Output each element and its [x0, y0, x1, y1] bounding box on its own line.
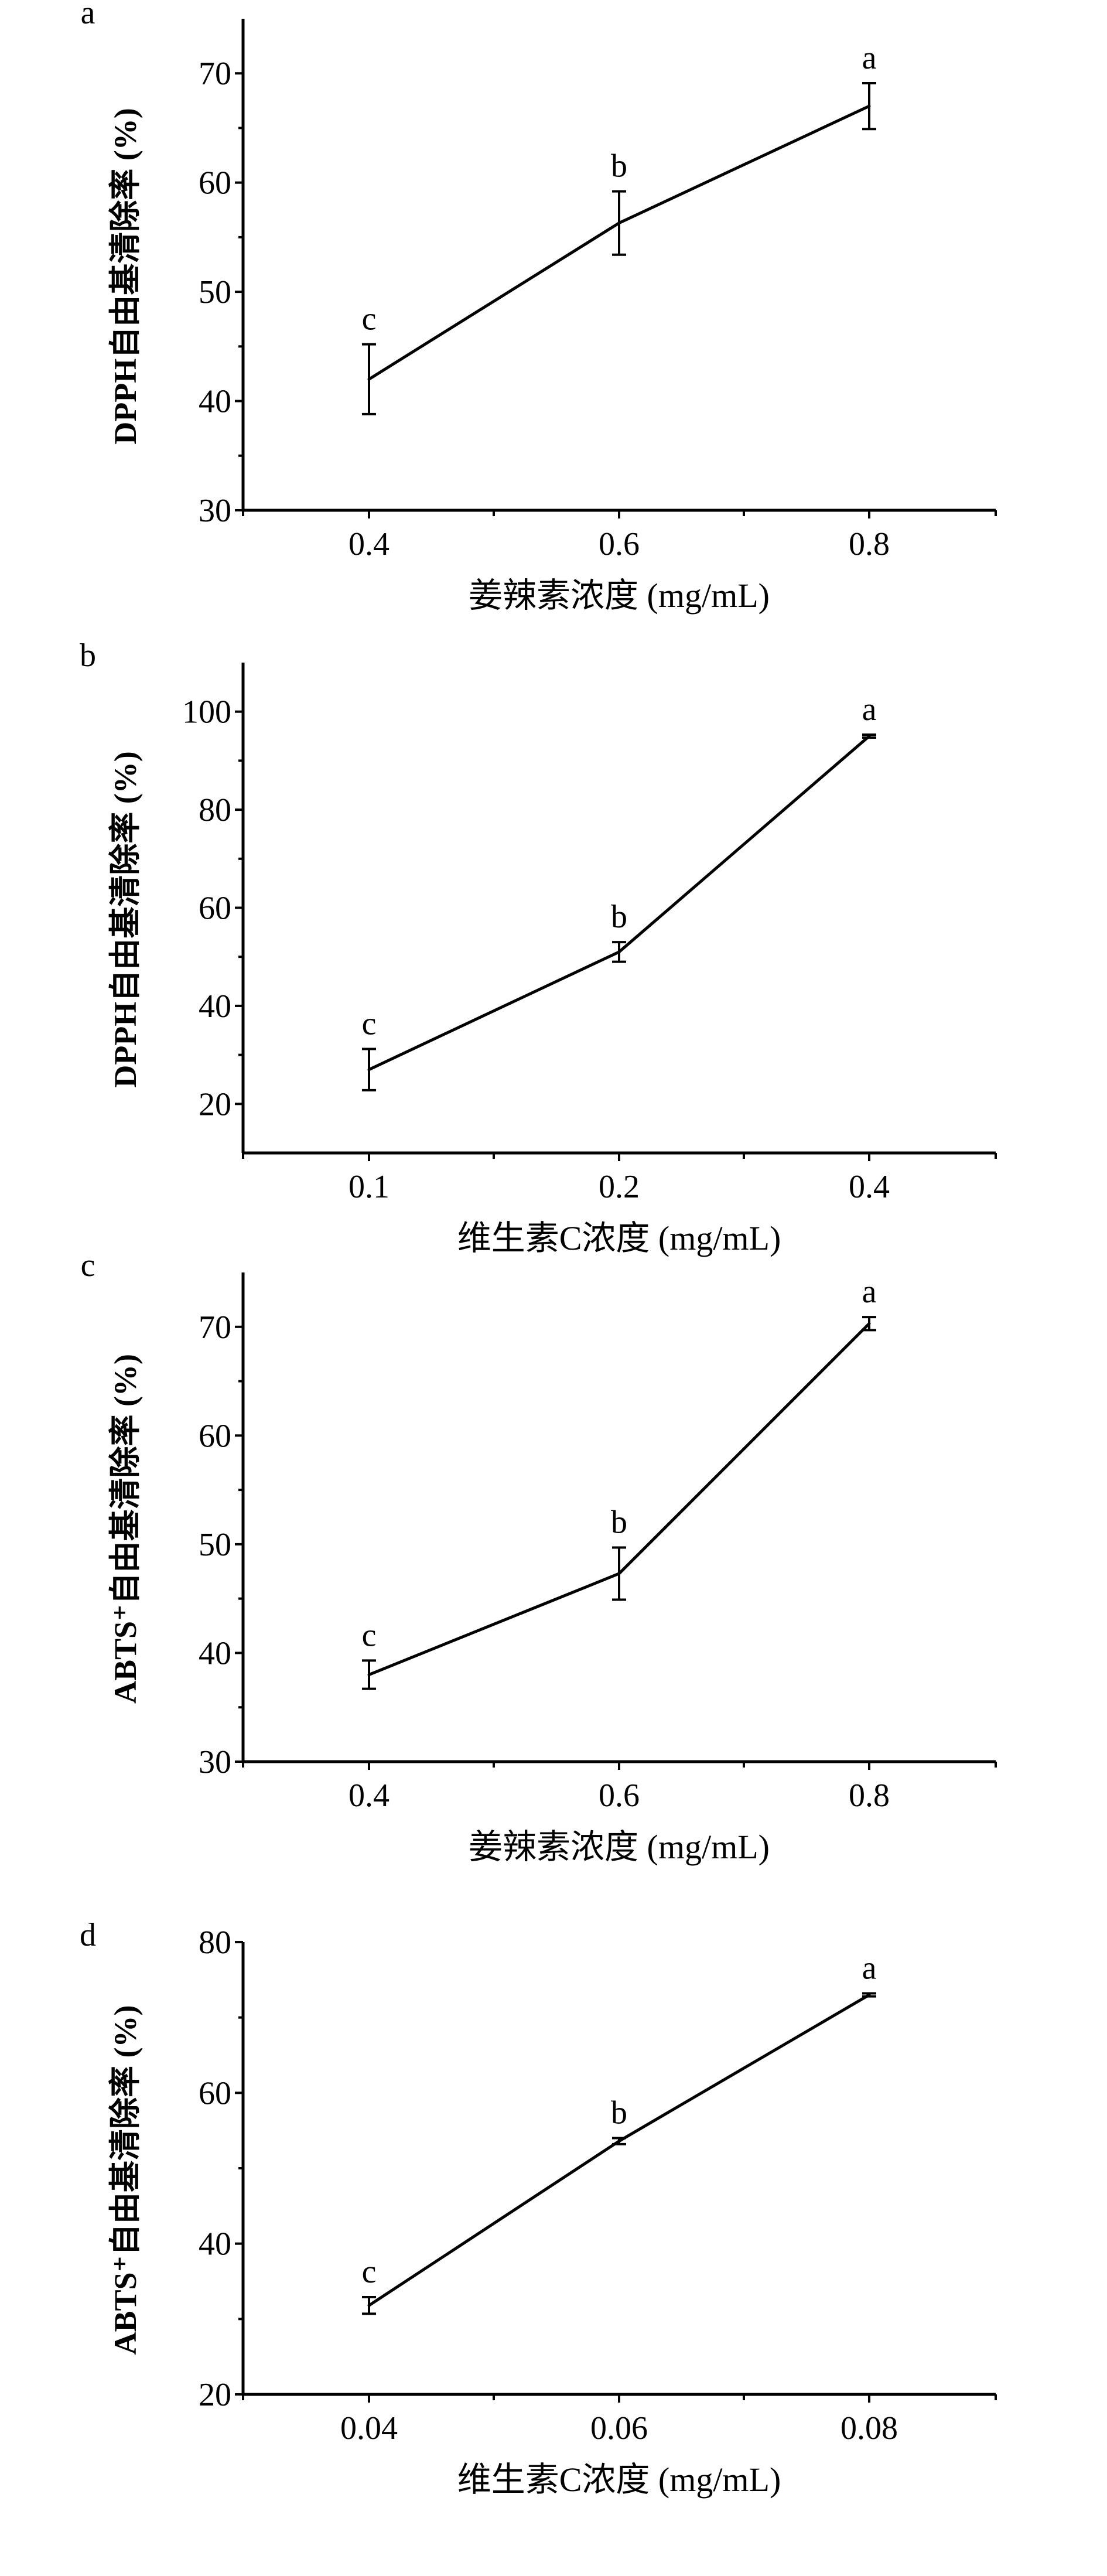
x-tick-label: 0.08	[840, 2410, 898, 2447]
x-tick-label: 0.4	[849, 1169, 890, 1205]
x-tick-label: 0.06	[590, 2410, 648, 2447]
y-tick-label: 60	[199, 165, 231, 202]
x-tick-label: 0.8	[849, 1777, 890, 1814]
y-tick-label: 30	[199, 1744, 231, 1780]
x-tick-label: 0.2	[599, 1169, 640, 1205]
y-tick-label: 80	[199, 792, 231, 828]
panel-b: b 20 40 60 80 100 0.1 0.2 0.4 维生素C浓度 (mg/mL) DPPH自…	[80, 637, 997, 1257]
y-tick-label: 40	[199, 988, 231, 1025]
x-tick-label: 0.4	[348, 526, 390, 562]
y-tick-label: 60	[199, 2075, 231, 2111]
x-tick-label: 0.8	[849, 526, 890, 562]
significance-letter: b	[611, 1504, 627, 1540]
y-tick-label: 20	[199, 2377, 231, 2413]
data-point	[867, 735, 871, 738]
y-axis-title: ABTS⁺自由基清除率 (%)	[108, 2005, 143, 2355]
x-tick-label: 0.6	[599, 1777, 640, 1814]
data-point	[617, 2140, 621, 2143]
significance-letter: c	[362, 301, 377, 337]
y-tick-label: 60	[199, 1418, 231, 1454]
significance-letter: b	[611, 899, 627, 935]
data-point	[367, 2304, 371, 2307]
data-point	[867, 104, 871, 108]
x-axis-title: 维生素C浓度 (mg/mL)	[457, 1219, 781, 1257]
y-tick-label: 50	[199, 274, 231, 311]
panel-a: a 30 40 50 60 70 0.4 0.6 0.8 姜辣素浓度 (mg/mL) DPPH自由基…	[81, 0, 997, 615]
significance-letter: a	[862, 691, 877, 728]
x-tick-label: 0.4	[348, 1777, 390, 1814]
y-tick-label: 60	[199, 890, 231, 927]
x-axis-title: 姜辣素浓度 (mg/mL)	[469, 576, 770, 615]
significance-letter: a	[862, 1274, 877, 1310]
data-line	[368, 1993, 870, 2307]
y-tick-label: 70	[199, 56, 231, 92]
x-axis-title: 姜辣素浓度 (mg/mL)	[469, 1828, 770, 1866]
panel-label: b	[80, 637, 96, 674]
y-tick-label: 40	[199, 384, 231, 420]
significance-letter: c	[362, 2254, 377, 2290]
panel-c: c 30 40 50 60 70 0.4 0.6 0.8 姜辣素浓度 (mg/mL) ABTS⁺自由…	[81, 1247, 997, 1866]
y-axis-title: ABTS⁺自由基清除率 (%)	[108, 1354, 143, 1704]
data-line	[368, 1322, 870, 1676]
data-point	[367, 1673, 371, 1677]
x-axis-title: 维生素C浓度 (mg/mL)	[457, 2461, 781, 2499]
significance-letter: c	[362, 1006, 377, 1042]
y-tick-label: 20	[199, 1086, 231, 1122]
y-axis-title: DPPH自由基清除率 (%)	[108, 751, 143, 1087]
y-tick-label: 40	[199, 1635, 231, 1671]
y-tick-label: 80	[199, 1925, 231, 1961]
panel-d: d 20 40 60 80 0.04 0.06 0.08 维生素C浓度 (mg/mL) ABTS⁺…	[80, 1917, 997, 2499]
x-tick-label: 0.6	[599, 526, 640, 562]
significance-letter: b	[611, 2095, 627, 2131]
panel-label: a	[81, 0, 95, 31]
significance-letter: c	[362, 1617, 377, 1653]
y-tick-label: 40	[199, 2226, 231, 2263]
data-point	[367, 1068, 371, 1072]
x-tick-label: 0.1	[348, 1169, 390, 1205]
significance-letter: b	[611, 148, 627, 185]
data-point	[367, 377, 371, 381]
data-point	[867, 1322, 871, 1325]
data-point	[867, 1993, 871, 1997]
data-point	[617, 950, 621, 954]
x-tick-label: 0.04	[340, 2410, 398, 2447]
significance-letter: a	[862, 1950, 877, 1986]
data-point	[617, 221, 621, 225]
panel-label: d	[80, 1917, 96, 1953]
y-axis-title: DPPH自由基清除率 (%)	[108, 108, 143, 444]
y-tick-label: 30	[199, 493, 231, 529]
significance-letter: a	[862, 40, 877, 76]
y-tick-label: 50	[199, 1527, 231, 1563]
y-tick-label: 100	[182, 694, 231, 731]
y-tick-label: 70	[199, 1309, 231, 1346]
data-point	[617, 1572, 621, 1575]
panel-label: c	[81, 1247, 95, 1284]
